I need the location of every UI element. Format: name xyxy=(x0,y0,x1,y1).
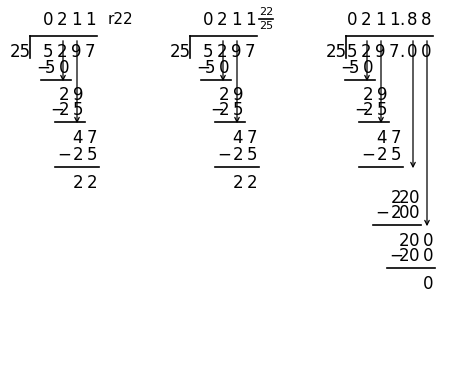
Text: 5: 5 xyxy=(347,43,357,61)
Text: 9: 9 xyxy=(231,43,241,61)
Text: 1: 1 xyxy=(85,11,95,29)
Text: −: − xyxy=(361,146,375,164)
Text: −: − xyxy=(217,146,231,164)
Text: −: − xyxy=(36,59,50,77)
Text: 5: 5 xyxy=(377,101,387,119)
Text: 0: 0 xyxy=(59,59,69,77)
Text: 7: 7 xyxy=(87,129,97,147)
Text: 7: 7 xyxy=(85,43,95,61)
Text: 2: 2 xyxy=(59,101,69,119)
Text: 2: 2 xyxy=(87,174,97,192)
Text: 2: 2 xyxy=(246,174,257,192)
Text: 9: 9 xyxy=(73,86,83,104)
Text: 2: 2 xyxy=(391,204,401,222)
Text: 5: 5 xyxy=(391,146,401,164)
Text: 0: 0 xyxy=(421,43,431,61)
Text: −: − xyxy=(389,247,403,265)
Text: 1: 1 xyxy=(231,11,241,29)
Text: 5: 5 xyxy=(205,59,215,77)
Text: −: − xyxy=(375,204,389,222)
Text: 2: 2 xyxy=(361,43,371,61)
Text: 4: 4 xyxy=(73,129,83,147)
Text: 7: 7 xyxy=(245,43,255,61)
Text: 8: 8 xyxy=(421,11,431,29)
Text: 2: 2 xyxy=(363,86,374,104)
Text: 2: 2 xyxy=(217,11,228,29)
Text: −: − xyxy=(210,101,224,119)
Text: 0: 0 xyxy=(43,11,53,29)
Text: 0: 0 xyxy=(407,43,417,61)
Text: 0: 0 xyxy=(409,247,419,265)
Text: 2: 2 xyxy=(399,189,410,207)
Text: 2: 2 xyxy=(233,174,243,192)
Text: 9: 9 xyxy=(233,86,243,104)
Text: 5: 5 xyxy=(247,146,257,164)
Text: 5: 5 xyxy=(233,101,243,119)
Text: −: − xyxy=(196,59,210,77)
Text: 2: 2 xyxy=(219,86,229,104)
Text: 1: 1 xyxy=(374,11,385,29)
Text: 0: 0 xyxy=(399,204,409,222)
Text: 2: 2 xyxy=(399,247,410,265)
Text: 4: 4 xyxy=(377,129,387,147)
Text: 5: 5 xyxy=(349,59,359,77)
Text: 25: 25 xyxy=(259,21,273,31)
Text: 1: 1 xyxy=(389,11,399,29)
Text: −: − xyxy=(57,146,71,164)
Text: 5: 5 xyxy=(203,43,213,61)
Text: 0: 0 xyxy=(203,11,213,29)
Text: .: . xyxy=(400,11,405,29)
Text: 0: 0 xyxy=(423,247,433,265)
Text: 2: 2 xyxy=(59,86,69,104)
Text: −: − xyxy=(340,59,354,77)
Text: 0: 0 xyxy=(363,59,373,77)
Text: 1: 1 xyxy=(71,11,82,29)
Text: 0: 0 xyxy=(423,275,433,293)
Text: 5: 5 xyxy=(43,43,53,61)
Text: 0: 0 xyxy=(219,59,229,77)
Text: 9: 9 xyxy=(377,86,387,104)
Text: .: . xyxy=(400,43,405,61)
Text: 7: 7 xyxy=(247,129,257,147)
Text: −: − xyxy=(354,101,368,119)
Text: 5: 5 xyxy=(73,101,83,119)
Text: 0: 0 xyxy=(409,204,419,222)
Text: 5: 5 xyxy=(45,59,55,77)
Text: 0: 0 xyxy=(347,11,357,29)
Text: 22: 22 xyxy=(259,7,273,17)
Text: 2: 2 xyxy=(361,11,371,29)
Text: 0: 0 xyxy=(409,232,419,250)
Text: 2: 2 xyxy=(363,101,374,119)
Text: 2: 2 xyxy=(377,146,387,164)
Text: 25: 25 xyxy=(169,43,191,61)
Text: 7: 7 xyxy=(389,43,399,61)
Text: −: − xyxy=(50,101,64,119)
Text: 0: 0 xyxy=(423,232,433,250)
Text: 9: 9 xyxy=(375,43,385,61)
Text: r22: r22 xyxy=(108,12,134,27)
Text: 2: 2 xyxy=(57,11,67,29)
Text: 2: 2 xyxy=(73,146,83,164)
Text: 4: 4 xyxy=(233,129,243,147)
Text: 8: 8 xyxy=(407,11,417,29)
Text: 2: 2 xyxy=(219,101,229,119)
Text: 25: 25 xyxy=(9,43,30,61)
Text: 25: 25 xyxy=(326,43,346,61)
Text: 2: 2 xyxy=(233,146,243,164)
Text: 2: 2 xyxy=(217,43,228,61)
Text: 2: 2 xyxy=(391,189,401,207)
Text: 2: 2 xyxy=(399,232,410,250)
Text: 9: 9 xyxy=(71,43,81,61)
Text: 2: 2 xyxy=(73,174,83,192)
Text: 0: 0 xyxy=(409,189,419,207)
Text: 7: 7 xyxy=(391,129,401,147)
Text: 1: 1 xyxy=(245,11,255,29)
Text: 2: 2 xyxy=(57,43,67,61)
Text: 5: 5 xyxy=(87,146,97,164)
